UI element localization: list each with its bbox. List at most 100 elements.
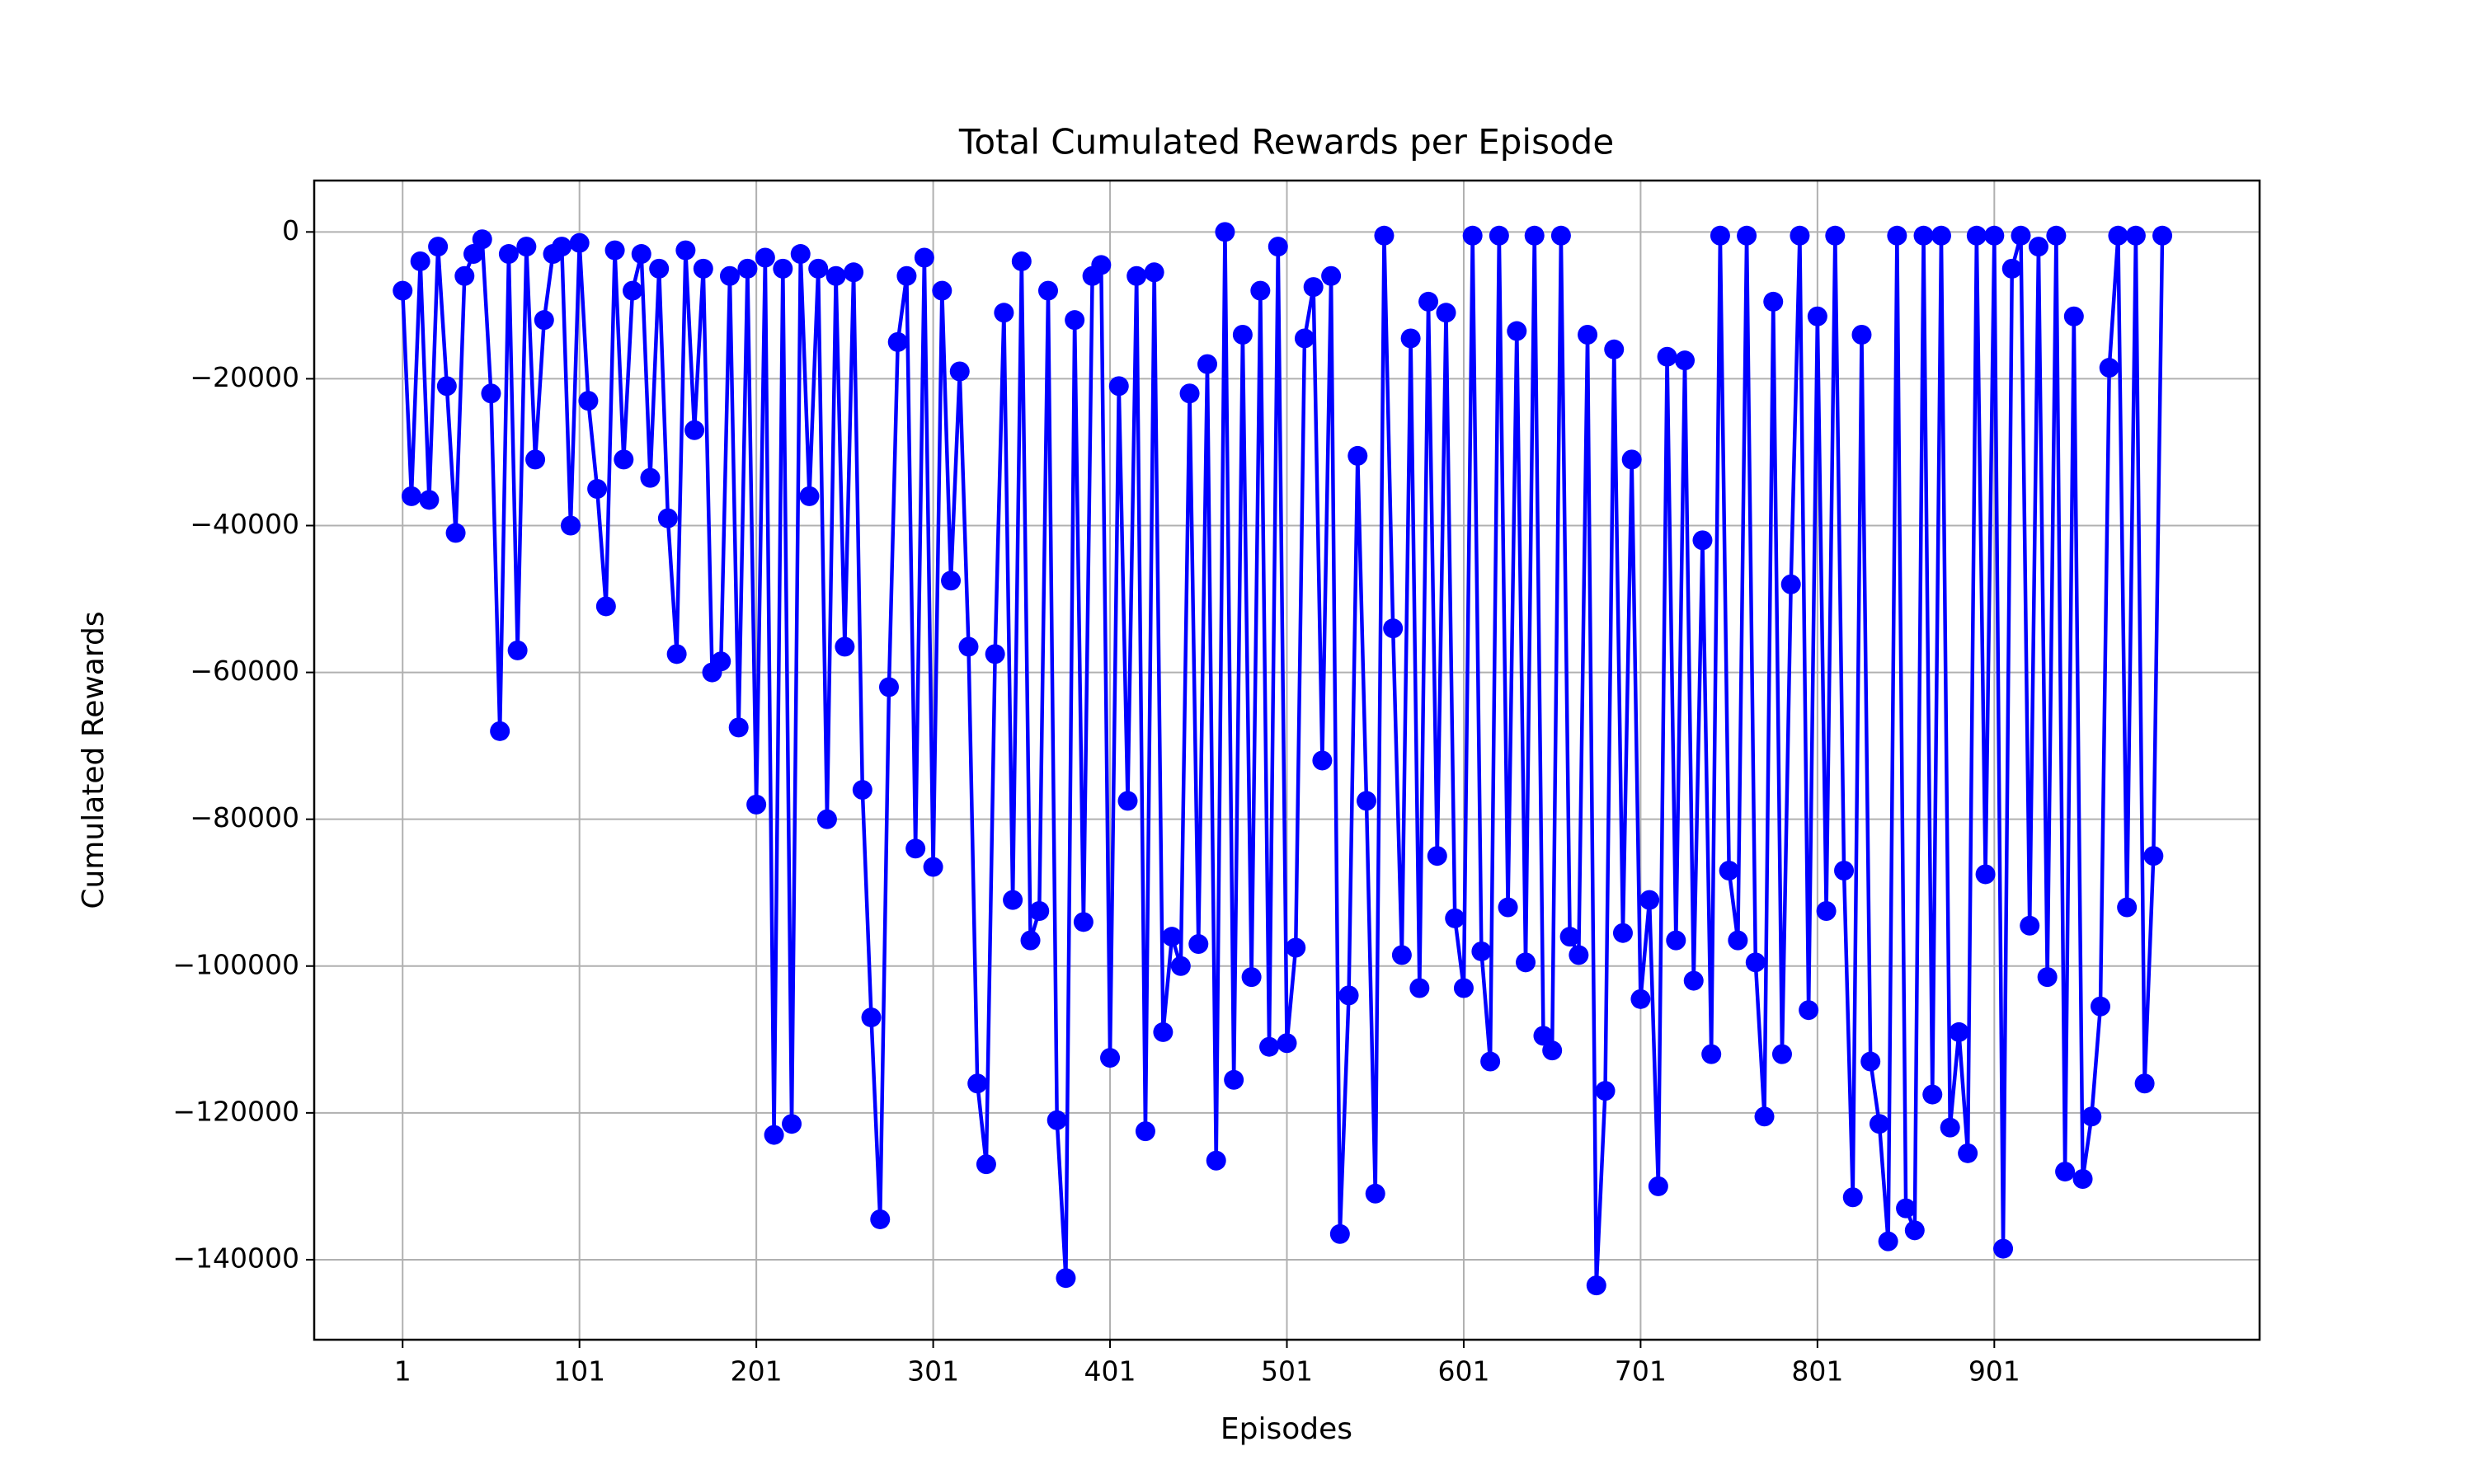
data-point	[1860, 1051, 1881, 1072]
data-point	[454, 265, 475, 286]
data-point	[1436, 303, 1456, 323]
data-point	[614, 449, 634, 470]
x-tick-label: 201	[731, 1355, 783, 1388]
y-tick-label: −40000	[190, 508, 299, 540]
data-point	[2020, 915, 2040, 936]
data-point	[1869, 1114, 1889, 1134]
data-point	[2143, 846, 2164, 866]
data-point	[507, 640, 528, 660]
data-point	[2090, 996, 2110, 1017]
data-point	[808, 258, 829, 279]
data-point	[1215, 222, 1235, 242]
data-point	[1842, 1187, 1863, 1208]
data-point	[595, 596, 616, 617]
data-point	[816, 809, 837, 829]
y-tick-label: −60000	[190, 655, 299, 687]
data-point	[1507, 321, 1527, 341]
data-point	[1303, 277, 1324, 298]
data-point	[2072, 1168, 2093, 1189]
y-tick-label: −20000	[190, 361, 299, 393]
data-point	[994, 303, 1014, 323]
data-point	[764, 1125, 784, 1145]
data-point	[1630, 989, 1651, 1009]
data-point	[552, 237, 572, 257]
data-point	[1489, 225, 1509, 246]
series-line	[400, 230, 2165, 1288]
x-tick-label: 701	[1615, 1355, 1667, 1388]
data-point	[2046, 225, 2067, 246]
data-point	[436, 376, 457, 397]
data-point	[1357, 791, 1377, 811]
data-point	[976, 1154, 996, 1175]
data-point	[985, 644, 1005, 665]
data-point	[1338, 985, 1359, 1006]
data-point	[1259, 1036, 1280, 1057]
data-point	[1108, 376, 1129, 397]
data-point	[1825, 225, 1846, 246]
data-point	[1719, 861, 1739, 881]
data-point	[2134, 1073, 2155, 1094]
data-point	[2001, 258, 2022, 279]
data-point	[1117, 791, 1138, 811]
data-point	[498, 244, 519, 265]
data-point	[755, 247, 775, 268]
data-point	[675, 240, 696, 261]
data-point	[1790, 225, 1810, 246]
data-point	[1578, 324, 1598, 345]
data-point	[401, 486, 421, 506]
data-point	[1771, 1044, 1792, 1064]
data-point	[2063, 306, 2084, 326]
data-point	[1586, 1275, 1606, 1296]
data-point	[1135, 1121, 1155, 1142]
data-point	[861, 1007, 882, 1028]
data-point	[1091, 255, 1112, 275]
data-point	[428, 237, 449, 257]
data-point	[1975, 864, 1996, 885]
data-point	[1037, 280, 1058, 301]
data-point	[569, 232, 590, 253]
data-point	[1621, 449, 1642, 470]
data-point	[728, 717, 749, 738]
data-point	[578, 391, 599, 411]
data-point	[1400, 328, 1421, 349]
data-point	[1170, 956, 1191, 976]
data-point	[1851, 324, 1872, 345]
data-point	[1524, 225, 1545, 246]
data-point	[719, 265, 740, 286]
data-point	[1966, 225, 1987, 246]
data-point	[790, 244, 811, 265]
data-point	[1480, 1051, 1501, 1072]
x-tick-label: 801	[1791, 1355, 1843, 1388]
data-point	[1701, 1044, 1722, 1064]
data-point	[1887, 225, 1907, 246]
data-point	[1020, 930, 1041, 951]
plot-frame	[313, 179, 2261, 1341]
data-point	[419, 490, 440, 510]
data-point	[1675, 350, 1696, 371]
data-point	[782, 1114, 802, 1134]
x-tick-label: 501	[1261, 1355, 1313, 1388]
data-point	[1144, 262, 1164, 283]
data-point	[896, 265, 917, 286]
data-point	[1780, 574, 1801, 594]
data-point	[914, 247, 934, 268]
data-point	[1745, 952, 1766, 973]
data-point	[1648, 1176, 1668, 1196]
data-point	[2117, 897, 2138, 918]
data-point	[1206, 1150, 1226, 1171]
data-point	[472, 229, 492, 250]
data-point	[1878, 1231, 1898, 1252]
data-point	[1047, 1110, 1067, 1130]
data-point	[604, 240, 625, 261]
y-axis-label: Cumulated Rewards	[77, 611, 111, 909]
data-point	[1126, 265, 1147, 286]
x-tick-label: 101	[553, 1355, 605, 1388]
y-tick-label: 0	[282, 214, 299, 247]
data-point	[1816, 900, 1837, 921]
data-point	[1056, 1268, 1076, 1289]
data-point	[1409, 978, 1430, 998]
data-point	[1612, 923, 1633, 943]
data-point	[1241, 967, 1262, 988]
data-point	[1754, 1106, 1775, 1127]
